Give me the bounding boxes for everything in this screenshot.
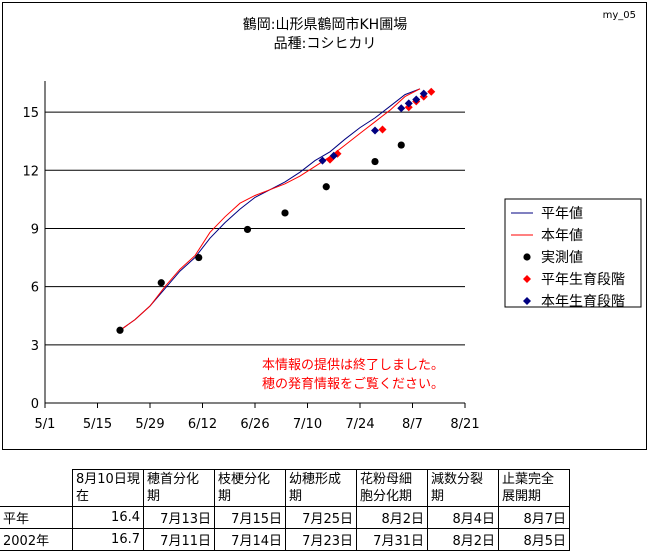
table-cell: 7月25日 <box>285 506 357 529</box>
legend-label: 実測値 <box>541 250 583 266</box>
legend-swatch <box>523 253 531 261</box>
x-tick-label: 8/21 <box>450 417 479 432</box>
growth-stage-table: 8月10日現在 穂首分化期 枝梗分化期 幼穂形成期 花粉母細胞分化期 減数分裂期… <box>0 469 570 551</box>
legend-box <box>504 198 642 308</box>
chart-id-label: my_05 <box>603 10 636 21</box>
x-tick-label: 6/12 <box>188 417 217 432</box>
table-cell: 8月5日 <box>498 528 570 551</box>
stage-marker <box>404 99 413 108</box>
series-line <box>119 88 421 331</box>
column-header: 穂首分化期 <box>143 469 215 507</box>
data-point <box>371 157 379 166</box>
column-header: 8月10日現在 <box>72 469 144 507</box>
x-tick-label: 5/1 <box>35 417 56 432</box>
y-tick-label: 9 <box>31 222 39 237</box>
column-header: 枝梗分化期 <box>214 469 286 507</box>
table-cell: 8月2日 <box>356 506 428 529</box>
y-tick-label: 15 <box>22 106 39 121</box>
table-cell: 7月23日 <box>285 528 357 551</box>
data-point <box>243 225 252 234</box>
stage-marker <box>427 87 436 96</box>
stage-table-header: 8月10日現在 穂首分化期 枝梗分化期 幼穂形成期 花粉母細胞分化期 減数分裂期… <box>0 469 570 507</box>
table-cell: 8月7日 <box>498 506 570 529</box>
stage-marker <box>412 95 421 104</box>
y-tick-label: 6 <box>31 281 39 296</box>
table-cell: 7月11日 <box>143 528 215 551</box>
legend-label: 本年値 <box>541 228 583 244</box>
series-layer <box>116 87 436 334</box>
y-tick-label: 3 <box>31 339 39 354</box>
table-cell: 7月14日 <box>214 528 286 551</box>
y-tick-label: 12 <box>22 164 39 179</box>
table-row: 平年 16.4 7月13日 7月15日 7月25日 8月2日 8月4日 8月7日 <box>0 506 570 529</box>
y-tick-label: 0 <box>31 397 39 412</box>
column-header: 幼穂形成期 <box>285 469 357 507</box>
x-tick-label: 6/26 <box>240 417 269 432</box>
chart-title-line1: 鶴岡:山形県鶴岡市KH圃場 <box>243 16 407 33</box>
stage-marker <box>318 156 327 165</box>
legend-label: 本年生育段階 <box>541 294 625 310</box>
x-tick-label: 5/15 <box>83 417 112 432</box>
stage-marker <box>419 89 428 98</box>
data-point <box>281 209 289 217</box>
chart-frame: 鶴岡:山形県鶴岡市KH圃場 品種:コシヒカリ my_05 0 3 6 9 12 15 5/1… <box>2 2 647 450</box>
table-cell: 7月15日 <box>214 506 286 529</box>
legend-label: 平年生育段階 <box>541 272 625 288</box>
column-header: 止葉完全展開期 <box>498 469 570 507</box>
grid-layer <box>45 111 465 346</box>
data-point <box>397 141 405 149</box>
table-cell: 16.7 <box>72 528 144 551</box>
stage-marker <box>397 104 406 113</box>
table-cell: 16.4 <box>72 506 144 529</box>
table-cell: 8月2日 <box>427 528 499 551</box>
table-corner-cell <box>0 469 73 507</box>
notice-line2: 穂の発育情報をご覧ください。 <box>262 376 444 392</box>
table-cell: 7月13日 <box>143 506 215 529</box>
legend-swatch <box>523 275 531 283</box>
stage-marker <box>329 151 338 160</box>
series-line <box>119 88 421 331</box>
growth-chart: 鶴岡:山形県鶴岡市KH圃場 品種:コシヒカリ my_05 0 3 6 9 12 15 5/1… <box>22 10 642 432</box>
data-point <box>322 183 330 191</box>
stage-marker <box>371 126 379 135</box>
notice-line1: 本情報の提供は終了しました。 <box>262 357 444 373</box>
data-point <box>195 253 203 262</box>
x-tick-label: 7/24 <box>345 417 374 432</box>
chart-title-line2: 品種:コシヒカリ <box>274 36 377 52</box>
row-label: 2002年 <box>0 528 73 551</box>
table-cell: 8月4日 <box>427 506 499 529</box>
table-row: 2002年 16.7 7月11日 7月14日 7月23日 7月31日 8月2日 … <box>0 528 570 551</box>
legend-label: 平年値 <box>541 206 583 222</box>
data-point <box>116 326 124 334</box>
x-tick-label: 5/29 <box>135 417 164 432</box>
row-label: 平年 <box>0 506 73 529</box>
axis-layer: 0 3 6 9 12 15 5/1 5/15 5/29 6/12 6/26 7/10 7/24 8/7 8/… <box>22 81 480 432</box>
column-header: 花粉母細胞分化期 <box>356 469 428 507</box>
legend-swatch <box>523 297 531 305</box>
column-header: 減数分裂期 <box>427 469 499 507</box>
data-point <box>157 279 165 287</box>
x-tick-label: 7/10 <box>293 417 322 432</box>
table-cell: 7月31日 <box>356 528 428 551</box>
x-tick-label: 8/7 <box>402 417 423 432</box>
stage-marker <box>378 125 387 134</box>
